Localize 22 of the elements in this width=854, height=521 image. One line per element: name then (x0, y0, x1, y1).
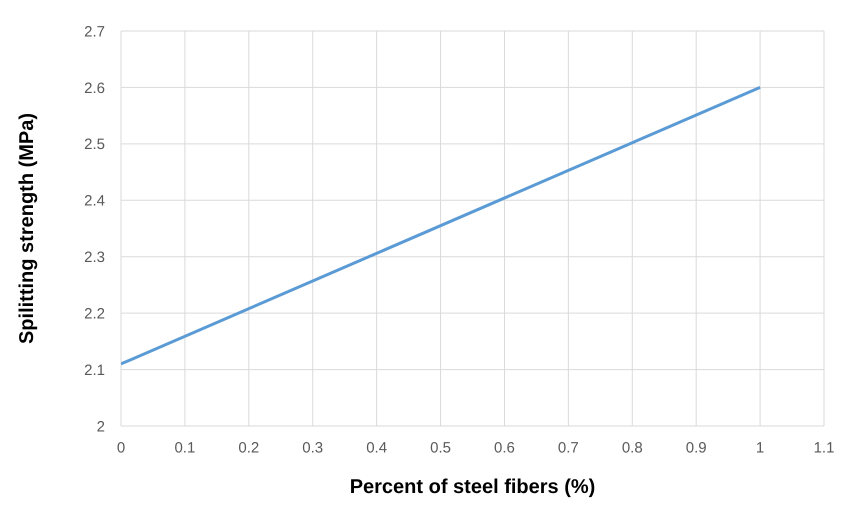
y-tick-label: 2.2 (84, 305, 105, 322)
x-tick-label: 0.2 (238, 440, 260, 457)
x-tick-label: 1 (756, 440, 764, 457)
x-axis-title: Percent of steel fibers (%) (350, 476, 596, 498)
y-tick-label: 2.6 (84, 80, 105, 97)
y-tick-label: 2.7 (84, 23, 105, 40)
x-tick-label: 0 (116, 440, 126, 457)
x-tick-label: 0.1 (174, 440, 196, 457)
x-tick-label: 0.8 (622, 440, 643, 457)
x-tick-label: 0.5 (430, 440, 451, 457)
y-tick-label: 2 (96, 418, 105, 436)
x-tick-label: 0.3 (302, 440, 324, 457)
x-tick-label: 1.1 (814, 440, 834, 457)
x-tick-label: 0.6 (494, 440, 515, 457)
y-tick-label: 2.1 (84, 362, 105, 379)
x-tick-label: 0.4 (366, 440, 388, 457)
x-tick-label: 0.9 (686, 440, 707, 457)
x-tick-label: 0.7 (558, 440, 579, 457)
y-tick-label: 2.5 (84, 136, 105, 154)
y-tick-label: 2.3 (84, 249, 105, 266)
y-tick-label: 2.4 (84, 192, 105, 210)
y-axis-title: Spilitting strength (MPa) (16, 112, 38, 344)
